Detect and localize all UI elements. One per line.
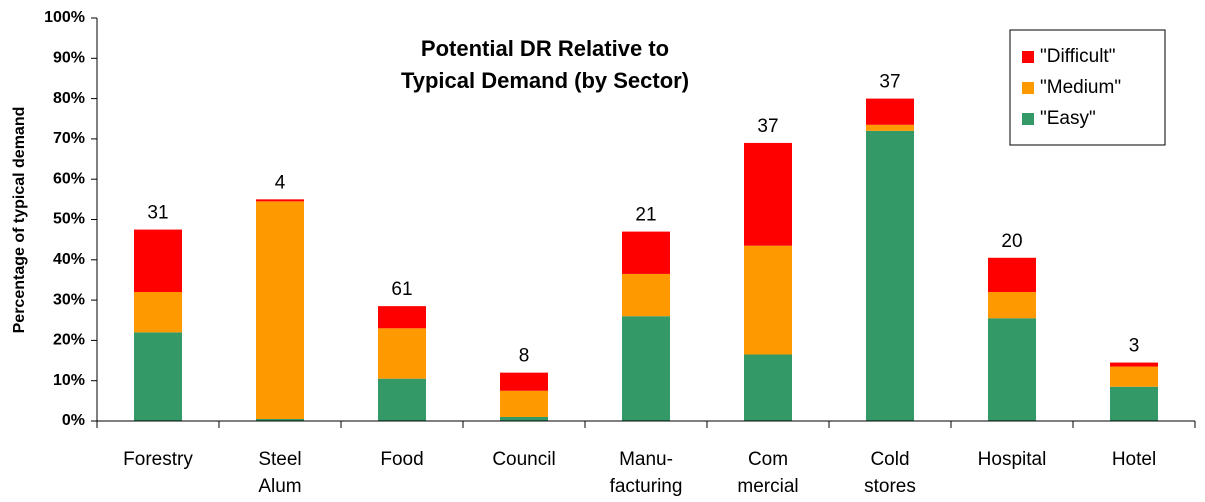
legend-label: "Medium" xyxy=(1040,77,1121,98)
x-tick-label: Alum xyxy=(258,476,301,497)
bar-segment xyxy=(500,390,548,417)
bar-top-label: 20 xyxy=(1001,231,1022,252)
bar-segment xyxy=(500,372,548,391)
bar-segment xyxy=(378,328,426,379)
x-tick-label: mercial xyxy=(737,476,798,497)
bar-segment xyxy=(256,201,304,419)
legend-swatch xyxy=(1022,113,1034,125)
bar-segment xyxy=(744,354,792,421)
x-tick-label: stores xyxy=(864,476,916,497)
y-tick-label: 40% xyxy=(53,251,85,268)
bar-segment xyxy=(1110,386,1158,421)
legend-swatch xyxy=(1022,82,1034,94)
bar-segment xyxy=(866,98,914,125)
bar-top-label: 37 xyxy=(879,72,900,93)
bar-top-label: 61 xyxy=(391,279,412,300)
bar-segment xyxy=(378,378,426,421)
bar-segment xyxy=(1110,362,1158,367)
bar-segment xyxy=(622,316,670,421)
y-tick-label: 10% xyxy=(53,372,85,389)
bar-segment xyxy=(134,229,182,293)
legend-label: "Difficult" xyxy=(1040,46,1115,67)
bar-segment xyxy=(988,318,1036,421)
bar-top-label: 31 xyxy=(147,203,168,224)
bar-segment xyxy=(134,292,182,333)
bar-segment xyxy=(1110,366,1158,387)
x-tick-label: facturing xyxy=(610,476,683,497)
bar-segment xyxy=(622,231,670,274)
x-tick-label: Com xyxy=(748,449,788,470)
y-tick-label: 50% xyxy=(53,211,85,228)
chart-title: Typical Demand (by Sector) xyxy=(401,68,689,93)
x-tick-label: Manu- xyxy=(619,449,673,470)
x-tick-label: Hospital xyxy=(978,449,1047,470)
y-tick-label: 30% xyxy=(53,291,85,308)
legend-label: "Easy" xyxy=(1040,108,1096,129)
bar-top-label: 21 xyxy=(635,205,656,226)
x-tick-label: Cold xyxy=(870,449,909,470)
y-tick-label: 20% xyxy=(53,332,85,349)
y-tick-label: 0% xyxy=(62,412,85,429)
bar-segment xyxy=(500,416,548,421)
bar-top-label: 3 xyxy=(1129,336,1140,357)
y-tick-label: 100% xyxy=(44,9,85,26)
bar-segment xyxy=(866,130,914,421)
x-tick-label: Steel xyxy=(258,449,301,470)
bar-segment xyxy=(256,199,304,202)
y-tick-label: 80% xyxy=(53,90,85,107)
chart-title: Potential DR Relative to xyxy=(421,36,669,61)
y-tick-label: 60% xyxy=(53,170,85,187)
bar-segment xyxy=(256,418,304,421)
bar-top-label: 37 xyxy=(757,116,778,137)
y-axis-label: Percentage of typical demand xyxy=(11,107,28,334)
bar-segment xyxy=(744,245,792,355)
legend-box xyxy=(1009,29,1166,146)
bar-segment xyxy=(622,273,670,317)
bar-segment xyxy=(988,292,1036,319)
legend-swatch xyxy=(1022,51,1034,63)
x-tick-label: Forestry xyxy=(123,449,193,470)
x-tick-label: Hotel xyxy=(1112,449,1156,470)
bar-segment xyxy=(866,124,914,131)
bar-top-label: 8 xyxy=(519,346,530,367)
bar-top-label: 4 xyxy=(275,172,286,193)
x-tick-label: Food xyxy=(380,449,423,470)
bar-segment xyxy=(134,332,182,421)
y-tick-label: 70% xyxy=(53,130,85,147)
y-tick-label: 90% xyxy=(53,50,85,67)
x-tick-label: Council xyxy=(492,449,555,470)
bar-segment xyxy=(744,142,792,246)
bar-segment xyxy=(988,257,1036,293)
bar-segment xyxy=(378,306,426,329)
